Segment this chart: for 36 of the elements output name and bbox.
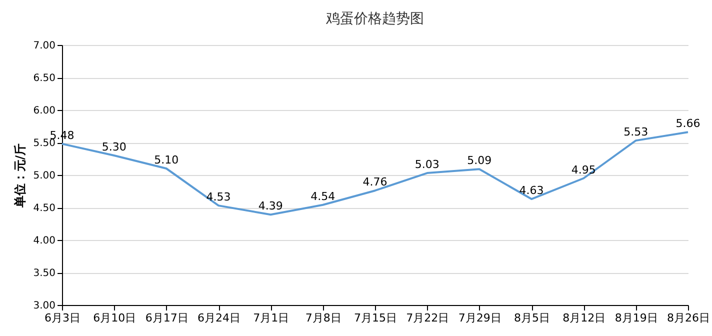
x-tick-label: 6月17日 [145,312,188,324]
x-tick-label: 6月10日 [93,312,136,324]
y-tick-label: 5.50 [33,138,56,149]
x-tick-label: 7月8日 [305,312,342,324]
y-tick-label: 5.00 [33,170,56,182]
data-label: 5.30 [102,140,126,154]
data-label: 5.10 [154,154,179,166]
x-tick-label: 8月12日 [562,312,606,324]
y-tick-label: 7.00 [33,40,56,52]
y-tick-label: 3.00 [33,300,56,312]
x-tick-label: 6月3日 [44,312,80,324]
y-axis-title: 单位：元/斤 [13,143,28,209]
x-tick-label: 8月26日 [667,312,710,324]
data-label: 5.66 [676,117,700,130]
data-label: 4.39 [258,200,283,213]
data-label: 4.76 [362,176,388,189]
y-tick-label: 3.50 [33,268,56,279]
data-label: 5.03 [414,158,440,172]
x-tick-label: 6月24日 [198,312,240,324]
y-tick-label: 4.50 [33,203,56,214]
data-label: 5.53 [624,126,648,139]
data-label: 4.53 [206,190,231,204]
data-label: 5.09 [467,154,492,168]
chart-title: 鸡蛋价格趋势图 [325,11,424,27]
x-tick-label: 7月22日 [406,312,450,324]
data-label: 4.54 [310,190,336,203]
x-tick-label: 8月5日 [514,312,550,324]
y-tick-label: 4.00 [33,236,56,246]
data-label: 4.63 [519,184,544,198]
y-tick-label: 6.00 [33,106,56,116]
x-tick-label: 7月15日 [354,312,397,324]
x-tick-label: 8月19日 [614,312,658,324]
x-tick-label: 7月1日 [253,312,290,324]
x-tick-label: 7月29日 [458,312,502,324]
data-label: 4.95 [571,163,596,176]
y-tick-label: 6.50 [33,73,56,84]
